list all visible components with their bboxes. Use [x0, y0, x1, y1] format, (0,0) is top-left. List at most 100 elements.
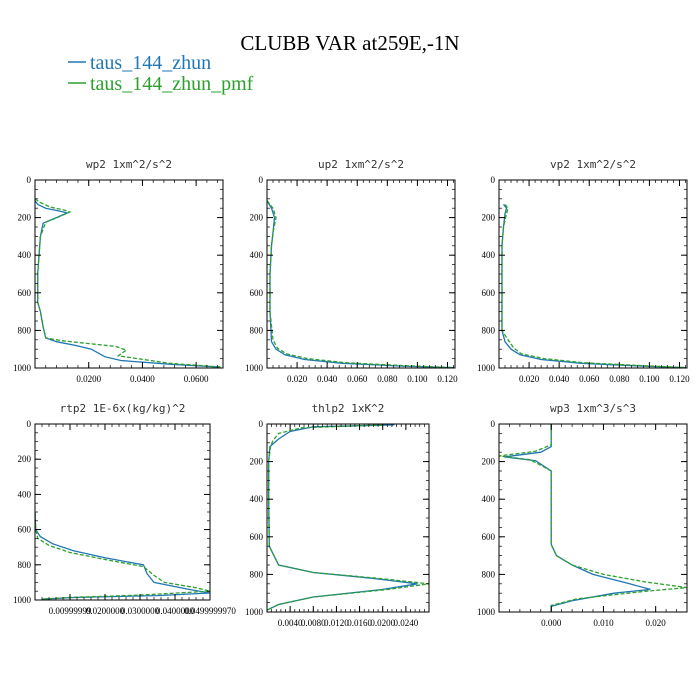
y-tick-label: 0 [259, 419, 264, 429]
y-tick-label: 0 [491, 419, 496, 429]
y-tick-label: 800 [482, 569, 496, 579]
series-line-2 [499, 424, 687, 612]
y-tick-label: 400 [18, 250, 32, 260]
x-tick-label: 0.0240 [393, 618, 418, 628]
x-tick-label: 0.0600 [184, 374, 209, 384]
panel-2: up2 1xm^2/s^2 0 200 400 600 800 1000 0.020 0.040… [245, 158, 458, 384]
series-line-2 [501, 203, 686, 368]
y-tick-label: 400 [250, 494, 264, 504]
y-tick-label: 200 [18, 213, 32, 223]
legend: taus_144_zhun taus_144_zhun_pmf [68, 52, 254, 95]
x-tick-label: 0.020 [646, 618, 667, 628]
x-tick-label: 0.0200000 [86, 606, 125, 616]
panel-title: wp3 1xm^3/s^3 [550, 402, 636, 415]
panel-6: wp3 1xm^3/s^3 0 200 400 600 800 1000 0.000 0.010… [477, 402, 688, 628]
x-tick-label: 0.0400 [130, 374, 155, 384]
plot-frame [498, 423, 688, 613]
y-tick-label: 400 [18, 489, 32, 499]
y-tick-label: 600 [18, 288, 32, 298]
y-tick-label: 1000 [245, 363, 264, 373]
x-tick-label: 0.0200 [370, 618, 395, 628]
panel-4: rtp2 1E-6x(kg/kg)^2 0 200 400 600 800 1000 0.00… [13, 402, 236, 616]
y-tick-label: 1000 [13, 595, 32, 605]
series-line-1 [267, 200, 454, 368]
plot-frame [34, 179, 224, 369]
panel-5: thlp2 1xK^2 0 200 400 600 800 1000 0.00400.0080… [245, 402, 430, 628]
series-line-2 [267, 424, 429, 611]
x-tick-label: 0.020 [519, 374, 540, 384]
x-tick-label: 0.100 [639, 374, 660, 384]
y-tick-label: 200 [18, 454, 32, 464]
series-line-2 [267, 200, 454, 368]
y-tick-label: 1000 [477, 363, 496, 373]
y-tick-label: 0 [491, 175, 496, 185]
x-tick-label: 0.0080 [301, 618, 326, 628]
y-tick-label: 400 [482, 250, 496, 260]
series-line-1 [35, 200, 221, 368]
x-tick-label: 0.020 [287, 374, 308, 384]
series-line-1 [35, 511, 210, 600]
series-line-2 [35, 198, 223, 368]
y-tick-label: 600 [250, 288, 264, 298]
panel-title: vp2 1xm^2/s^2 [550, 158, 636, 171]
y-tick-label: 800 [18, 325, 32, 335]
y-tick-label: 800 [250, 569, 264, 579]
y-tick-label: 200 [250, 457, 264, 467]
y-tick-label: 800 [482, 325, 496, 335]
y-tick-label: 1000 [13, 363, 32, 373]
x-tick-label: 0.010 [593, 618, 614, 628]
y-tick-label: 0 [27, 419, 32, 429]
x-tick-label: 0.00999999 [49, 606, 92, 616]
y-tick-label: 0 [259, 175, 264, 185]
x-tick-label: 0.0200 [76, 374, 101, 384]
x-tick-label: 0.0499999970 [184, 606, 236, 616]
x-tick-label: 0.040 [549, 374, 570, 384]
series-line-2 [35, 511, 210, 600]
y-tick-label: 400 [250, 250, 264, 260]
y-tick-label: 600 [18, 525, 32, 535]
y-tick-label: 800 [250, 325, 264, 335]
series-line-1 [504, 424, 651, 612]
x-tick-label: 0.0120 [324, 618, 349, 628]
y-tick-label: 600 [482, 288, 496, 298]
panel-title: rtp2 1E-6x(kg/kg)^2 [60, 402, 186, 415]
x-tick-label: 0.0300000 [121, 606, 160, 616]
x-tick-label: 0.0040 [278, 618, 303, 628]
plot-frame [266, 179, 456, 369]
x-tick-label: 0.120 [437, 374, 458, 384]
x-tick-label: 0.100 [407, 374, 428, 384]
y-tick-label: 800 [18, 560, 32, 570]
x-tick-label: 0.0400000 [156, 606, 195, 616]
legend-label-2: taus_144_zhun_pmf [90, 73, 254, 95]
y-tick-label: 600 [250, 532, 264, 542]
y-tick-label: 200 [250, 213, 264, 223]
panel-title: wp2 1xm^2/s^2 [86, 158, 172, 171]
plot-frame [498, 179, 688, 369]
x-tick-label: 0.060 [347, 374, 368, 384]
plot-frame [266, 423, 430, 613]
panel-3: vp2 1xm^2/s^2 0 200 400 600 800 1000 0.020 0.040… [477, 158, 690, 384]
x-tick-label: 0.120 [669, 374, 690, 384]
y-tick-label: 1000 [245, 607, 264, 617]
y-tick-label: 200 [482, 213, 496, 223]
series-line-1 [501, 203, 686, 368]
y-tick-label: 0 [27, 175, 32, 185]
x-tick-label: 0.000 [541, 618, 562, 628]
x-tick-label: 0.0160 [347, 618, 372, 628]
panel-title: thlp2 1xK^2 [312, 402, 385, 415]
y-tick-label: 1000 [477, 607, 496, 617]
x-tick-label: 0.080 [377, 374, 398, 384]
figure-title: CLUBB VAR at259E,-1N [240, 31, 459, 55]
x-tick-label: 0.080 [609, 374, 630, 384]
panel-1: wp2 1xm^2/s^2 0 200 400 600 800 1000 0.0200 0.04… [13, 158, 224, 384]
plot-frame [34, 423, 211, 601]
panel-title: up2 1xm^2/s^2 [318, 158, 404, 171]
y-tick-label: 200 [482, 457, 496, 467]
series-line-1 [267, 424, 418, 611]
legend-label-1: taus_144_zhun [90, 52, 211, 74]
y-tick-label: 600 [482, 532, 496, 542]
x-tick-label: 0.060 [579, 374, 600, 384]
x-tick-label: 0.040 [317, 374, 338, 384]
